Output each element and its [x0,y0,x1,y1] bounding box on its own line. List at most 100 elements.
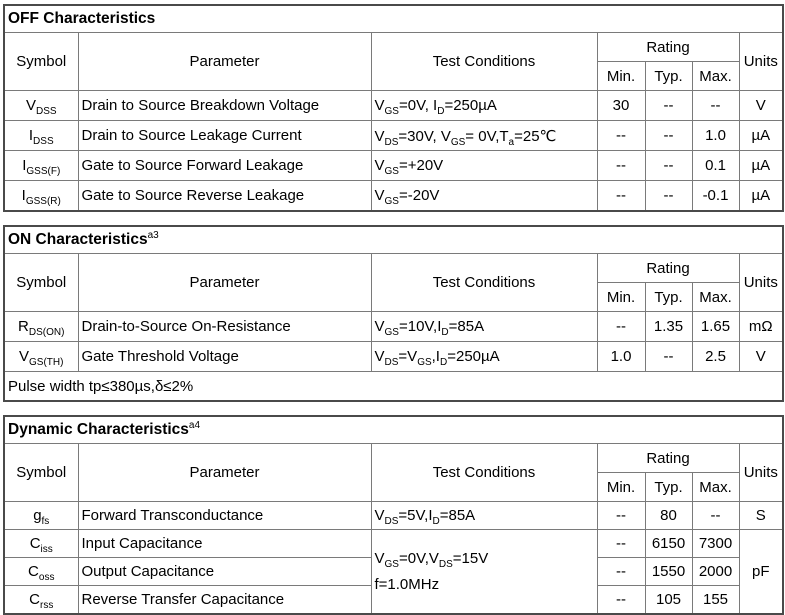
column-header-rating: Rating [596,443,740,473]
cell-units: S [738,501,784,530]
on-characteristics-table: ON Characteristicsa3 Symbol Parameter Te… [3,225,785,402]
cell-max: -- [691,90,740,121]
cell-min: -- [596,311,646,342]
dynamic-characteristics-table: Dynamic Characteristicsa4 Symbol Paramet… [3,415,785,615]
cell-parameter: Input Capacitance [77,529,372,558]
cell-parameter: Drain to Source Breakdown Voltage [77,90,372,121]
section-title-text: ON Characteristics [8,231,148,248]
cell-parameter: Gate to Source Forward Leakage [77,150,372,181]
column-header-parameter: Parameter [77,443,372,502]
cell-units: µA [738,180,784,212]
column-header-max: Max. [691,472,740,502]
cell-min: -- [596,120,646,151]
cell-typ: 1550 [644,557,693,586]
footnote-row: Pulse width tp≤380µs,δ≤2% [3,371,784,402]
cell-test-conditions: VGS=-20V [370,180,598,212]
cell-min: 1.0 [596,341,646,372]
column-header-max: Max. [691,61,740,91]
cell-parameter: Reverse Transfer Capacitance [77,585,372,615]
cell-max: 0.1 [691,150,740,181]
column-header-min: Min. [596,282,646,312]
table-row: gfs Forward Transconductance VDS=5V,ID=8… [3,501,784,530]
column-header-max: Max. [691,282,740,312]
cell-typ: 6150 [644,529,693,558]
table-row: RDS(ON) Drain-to-Source On-Resistance VG… [3,311,784,342]
cell-parameter: Output Capacitance [77,557,372,586]
cell-min: -- [596,557,646,586]
table-row: IGSS(F) Gate to Source Forward Leakage V… [3,150,784,181]
table-row: VDSS Drain to Source Breakdown Voltage V… [3,90,784,121]
column-header-parameter: Parameter [77,32,372,91]
cell-symbol: VGS(TH) [3,341,79,372]
cell-symbol: gfs [3,501,79,530]
column-header-units: Units [738,443,784,502]
column-header-min: Min. [596,472,646,502]
cell-test-conditions: VDS=VGS,ID=250µA [370,341,598,372]
cell-max: 2.5 [691,341,740,372]
cell-symbol: VDSS [3,90,79,121]
column-header-test-conditions: Test Conditions [370,32,598,91]
section-title: ON Characteristicsa3 [3,225,784,254]
section-title-row: ON Characteristicsa3 [3,225,784,254]
column-header-test-conditions: Test Conditions [370,253,598,312]
table-row: VGS(TH) Gate Threshold Voltage VDS=VGS,I… [3,341,784,372]
cell-max: 1.0 [691,120,740,151]
cell-max: 1.65 [691,311,740,342]
section-title-text: Dynamic Characteristics [8,421,189,438]
column-header-symbol: Symbol [3,32,79,91]
pulse-width-footnote: Pulse width tp≤380µs,δ≤2% [3,371,784,402]
cell-min: -- [596,529,646,558]
cell-max: 2000 [691,557,740,586]
cell-typ: 80 [644,501,693,530]
cell-typ: -- [644,341,693,372]
cell-symbol: Crss [3,585,79,615]
section-title-superscript: a4 [188,419,201,431]
table-subheader-row: Min. Typ. Max. [4,472,783,502]
cell-units: mΩ [738,311,784,342]
cell-min: -- [596,150,646,181]
cell-test-conditions: VDS=30V, VGS= 0V,Ta=25℃ [370,120,598,151]
cell-parameter: Gate to Source Reverse Leakage [77,180,372,212]
column-header-symbol: Symbol [3,253,79,312]
cell-units-merged: pF [738,529,784,615]
cell-typ: -- [644,120,693,151]
cell-symbol: Ciss [3,529,79,558]
column-header-units: Units [738,32,784,91]
column-header-units: Units [738,253,784,312]
table-subheader-row: Min. Typ. Max. [4,61,783,91]
off-characteristics-table: OFF Characteristics Symbol Parameter Tes… [3,4,785,212]
cell-units: µA [738,120,784,151]
column-header-parameter: Parameter [77,253,372,312]
section-title-superscript: a3 [147,229,159,241]
cell-units: V [738,90,784,121]
column-header-typ: Typ. [644,472,693,502]
cell-parameter: Drain to Source Leakage Current [77,120,372,151]
cell-typ: 105 [644,585,693,615]
cell-units: µA [738,150,784,181]
table-row: IDSS Drain to Source Leakage Current VDS… [3,120,784,151]
cell-symbol: IGSS(F) [3,150,79,181]
cell-units: V [738,341,784,372]
column-header-rating: Rating [596,253,740,283]
column-header-min: Min. [596,61,646,91]
cell-typ: -- [644,90,693,121]
cell-symbol: IDSS [3,120,79,151]
cell-symbol: IGSS(R) [3,180,79,212]
cell-test-conditions-merged: VGS=0V,VDS=15V f=1.0MHz [370,529,598,615]
column-header-typ: Typ. [644,61,693,91]
cell-typ: -- [644,150,693,181]
table-header-row: Symbol Parameter Test Conditions Rating … [3,32,784,91]
cell-test-conditions: VGS=+20V [370,150,598,181]
cell-symbol: Coss [3,557,79,586]
cell-min: 30 [596,90,646,121]
cell-max: -0.1 [691,180,740,212]
cell-typ: -- [644,180,693,212]
section-title-row: OFF Characteristics [3,4,784,33]
cell-typ: 1.35 [644,311,693,342]
table-row: Coss Output Capacitance -- 1550 2000 [3,557,783,586]
cell-parameter: Drain-to-Source On-Resistance [77,311,372,342]
section-title-row: Dynamic Characteristicsa4 [3,415,784,444]
cell-test-conditions: VDS=5V,ID=85A [370,501,598,530]
table-row: IGSS(R) Gate to Source Reverse Leakage V… [3,180,784,212]
